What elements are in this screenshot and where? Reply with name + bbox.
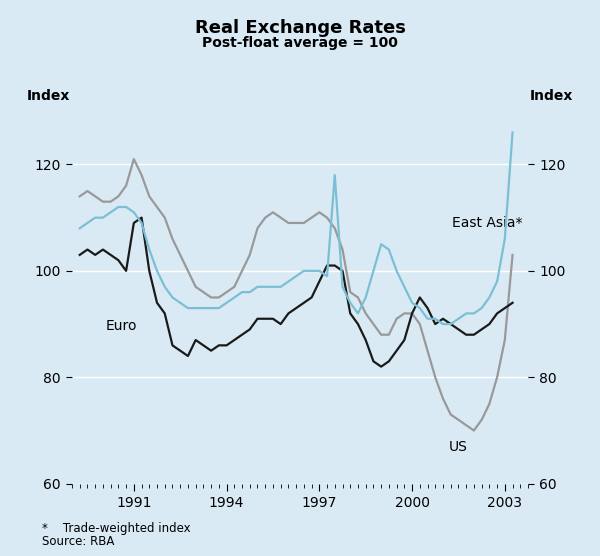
Text: Post-float average = 100: Post-float average = 100	[202, 36, 398, 50]
Text: Real Exchange Rates: Real Exchange Rates	[194, 19, 406, 37]
Text: Index: Index	[530, 89, 573, 103]
Text: US: US	[449, 440, 468, 454]
Text: Euro: Euro	[106, 319, 137, 332]
Text: Index: Index	[27, 89, 70, 103]
Text: East Asia*: East Asia*	[452, 216, 523, 230]
Text: *    Trade-weighted index: * Trade-weighted index	[42, 522, 191, 534]
Text: Source: RBA: Source: RBA	[42, 535, 115, 548]
